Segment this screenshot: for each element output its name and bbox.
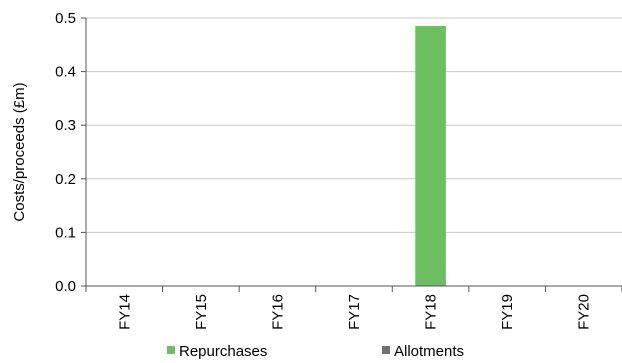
y-axis-ticks: 0.0 0.1 0.2 0.3 0.4 0.5 [55, 10, 86, 295]
bars [415, 26, 446, 286]
legend: Repurchases Allotments [167, 343, 464, 360]
y-tick-label: 0.2 [55, 171, 76, 188]
bar-repurchases-fy18 [415, 26, 446, 286]
axes [85, 18, 622, 287]
gridlines [86, 17, 622, 233]
x-tick-label: FY19 [499, 294, 516, 330]
y-tick-label: 0.3 [55, 117, 76, 134]
y-tick-label: 0.4 [55, 64, 76, 81]
legend-swatch-repurchases [167, 346, 175, 354]
x-tick-label: FY15 [193, 294, 210, 330]
x-tick-label: FY16 [269, 294, 286, 330]
x-tick-label: FY18 [423, 294, 440, 330]
y-axis-title: Costs/proceeds (£m) [11, 82, 28, 221]
y-tick-label: 0.1 [55, 224, 76, 241]
x-tick-label: FY14 [116, 294, 133, 330]
x-tick-label: FY17 [346, 294, 363, 330]
legend-swatch-allotments [382, 346, 390, 354]
x-tick-label: FY20 [576, 294, 593, 330]
y-tick-label: 0.5 [55, 10, 76, 27]
legend-label-repurchases: Repurchases [179, 343, 267, 360]
x-axis-ticks: FY14 FY15 FY16 FY17 FY18 FY19 FY20 [85, 286, 622, 330]
legend-label-allotments: Allotments [394, 343, 464, 360]
y-tick-label: 0.0 [55, 278, 76, 295]
